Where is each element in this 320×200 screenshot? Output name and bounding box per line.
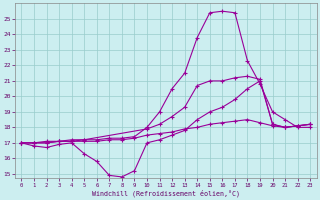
X-axis label: Windchill (Refroidissement éolien,°C): Windchill (Refroidissement éolien,°C) xyxy=(92,189,240,197)
